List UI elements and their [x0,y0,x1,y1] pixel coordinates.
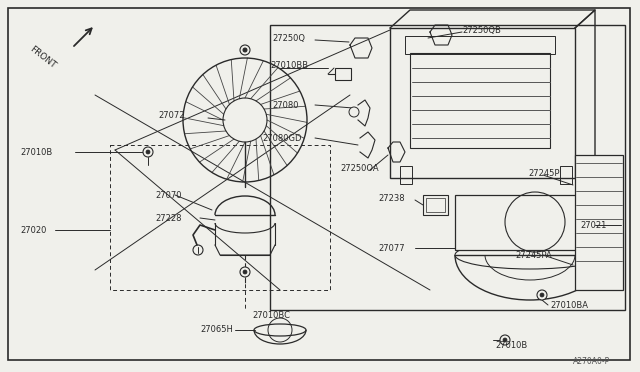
Bar [390,28,575,178]
Text: 27020: 27020 [20,225,46,234]
Bar [410,53,550,148]
Bar [560,166,572,184]
Text: 27245P: 27245P [528,169,559,177]
Bar [335,68,351,80]
Circle shape [540,293,544,297]
Text: 27245PA: 27245PA [515,250,552,260]
Bar [270,25,625,310]
Text: A270A0-P: A270A0-P [573,357,610,366]
Circle shape [243,270,247,274]
Bar [575,155,623,290]
Circle shape [146,150,150,154]
Text: 27072: 27072 [158,110,184,119]
Text: 27010B: 27010B [495,340,527,350]
Text: 27238: 27238 [378,193,404,202]
Circle shape [537,290,547,300]
Circle shape [143,147,153,157]
Bar [405,36,555,54]
Circle shape [500,335,510,345]
Text: 27010BA: 27010BA [550,301,588,310]
Text: FRONT: FRONT [28,44,58,70]
Text: 27250QB: 27250QB [462,26,501,35]
Circle shape [349,107,359,117]
Bar [400,166,412,184]
Text: 27080GD: 27080GD [262,134,301,142]
Text: 27021: 27021 [580,221,606,230]
Text: 27228: 27228 [155,214,182,222]
Text: 27065H: 27065H [200,326,233,334]
Text: 27250Q: 27250Q [272,33,305,42]
Bar [423,195,448,215]
Text: 27070: 27070 [155,190,182,199]
Text: 27010BB: 27010BB [270,61,308,70]
Circle shape [503,338,507,342]
Text: 27010B: 27010B [20,148,52,157]
Bar [455,195,610,250]
Circle shape [240,267,250,277]
Bar [110,145,330,290]
Text: 27080: 27080 [272,100,298,109]
Text: 27250OA: 27250OA [340,164,379,173]
Circle shape [243,48,247,52]
Text: 27077: 27077 [378,244,404,253]
Text: 27010BC: 27010BC [252,311,290,320]
Bar [426,198,445,212]
